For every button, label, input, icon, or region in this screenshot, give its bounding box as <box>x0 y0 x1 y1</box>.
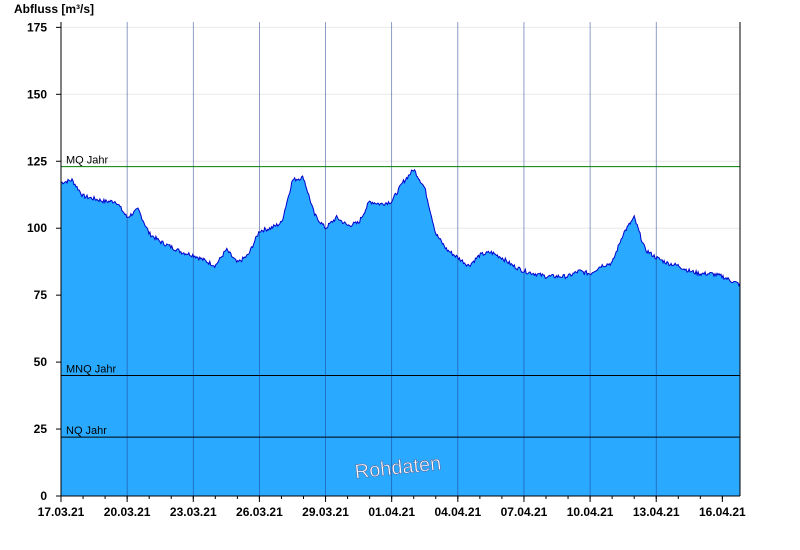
reference-lines: MQ Jahr MNQ Jahr NQ Jahr <box>61 155 740 438</box>
x-tick-label: 17.03.21 <box>38 505 85 519</box>
x-axis-ticks: 17.03.21 20.03.21 23.03.21 26.03.21 29.03.21… <box>38 496 746 519</box>
y-tick-label: 125 <box>27 154 47 168</box>
x-tick-label: 20.03.21 <box>104 505 151 519</box>
y-axis-ticks: 0 25 50 75 100 125 150 175 <box>27 20 61 503</box>
y-tick-label: 75 <box>34 288 48 302</box>
reference-line-label: NQ Jahr <box>66 425 107 437</box>
reference-line-label: MNQ Jahr <box>66 363 116 375</box>
x-tick-label: 13.04.21 <box>633 505 680 519</box>
y-tick-label: 50 <box>34 355 48 369</box>
axes <box>60 22 741 497</box>
discharge-area <box>61 169 740 497</box>
y-tick-label: 25 <box>34 422 48 436</box>
x-tick-label: 10.04.21 <box>567 505 614 519</box>
x-tick-label: 01.04.21 <box>368 505 415 519</box>
x-tick-label: 26.03.21 <box>236 505 283 519</box>
reference-line-label: MQ Jahr <box>66 155 109 167</box>
x-tick-label: 23.03.21 <box>170 505 217 519</box>
y-tick-label: 0 <box>40 489 47 503</box>
y-axis-label: Abfluss [m³/s] <box>14 2 94 16</box>
x-tick-label: 29.03.21 <box>302 505 349 519</box>
discharge-line <box>60 168 741 288</box>
y-tick-label: 150 <box>27 87 47 101</box>
x-tick-label: 04.04.21 <box>434 505 481 519</box>
x-tick-label: 07.04.21 <box>501 505 548 519</box>
y-tick-label: 100 <box>27 221 47 235</box>
y-tick-label: 175 <box>27 20 47 34</box>
x-tick-label: 16.04.21 <box>699 505 746 519</box>
